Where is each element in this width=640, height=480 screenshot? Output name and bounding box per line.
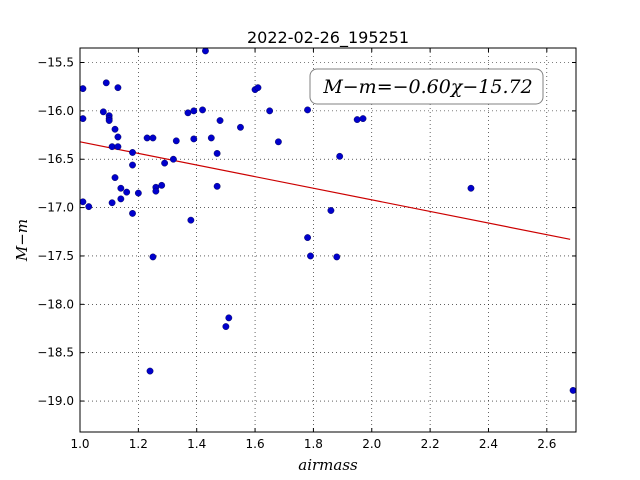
data-point bbox=[114, 133, 122, 141]
x-tick-label: 1.8 bbox=[304, 437, 323, 451]
fit-line bbox=[79, 141, 571, 240]
y-tick-label: −17.0 bbox=[37, 201, 74, 215]
data-point bbox=[79, 198, 87, 206]
x-tick-label: 2.2 bbox=[421, 437, 440, 451]
y-tick-label: −16.0 bbox=[37, 104, 74, 118]
data-point bbox=[114, 84, 122, 92]
data-point bbox=[336, 152, 344, 160]
data-point bbox=[108, 199, 116, 207]
x-tick-label: 1.4 bbox=[187, 437, 206, 451]
data-point bbox=[225, 314, 233, 322]
data-point bbox=[149, 134, 157, 142]
data-point bbox=[146, 367, 154, 375]
data-point bbox=[199, 106, 206, 114]
data-point bbox=[172, 137, 180, 145]
data-point bbox=[333, 253, 341, 261]
x-axis-label: airmass bbox=[298, 456, 358, 474]
data-point bbox=[353, 116, 361, 123]
data-point bbox=[161, 159, 169, 167]
data-point bbox=[327, 207, 335, 214]
data-point bbox=[207, 134, 215, 142]
x-tick-label: 2.4 bbox=[479, 437, 498, 451]
data-point bbox=[111, 125, 119, 133]
data-point bbox=[143, 134, 151, 142]
data-point bbox=[467, 184, 475, 192]
data-point bbox=[129, 149, 136, 156]
chart-title: 2022-02-26_195251 bbox=[247, 28, 409, 48]
data-point bbox=[123, 188, 131, 196]
x-tick-label: 2.0 bbox=[362, 437, 381, 451]
data-point bbox=[237, 123, 244, 131]
data-point bbox=[266, 107, 274, 115]
data-points bbox=[79, 47, 577, 394]
axis-ticks bbox=[79, 48, 576, 432]
data-point bbox=[359, 115, 367, 123]
x-tick-label: 1.2 bbox=[129, 437, 148, 451]
data-point bbox=[105, 117, 113, 124]
data-point bbox=[304, 106, 311, 114]
data-point bbox=[158, 181, 166, 189]
data-point bbox=[79, 115, 87, 123]
y-axis-label: M−m bbox=[13, 219, 31, 262]
data-point bbox=[111, 174, 119, 182]
data-point bbox=[134, 189, 142, 197]
data-point bbox=[307, 252, 314, 260]
y-tick-label: −15.5 bbox=[37, 56, 74, 70]
y-tick-label: −17.5 bbox=[37, 249, 74, 263]
data-point bbox=[213, 182, 221, 190]
data-point bbox=[152, 187, 160, 195]
data-point bbox=[213, 150, 221, 157]
data-point bbox=[254, 84, 262, 92]
data-point bbox=[108, 143, 116, 151]
y-tick-labels: −15.5 −16.0 −16.5 −17.0 −17.5 −18.0 −18.5 −19.0 bbox=[37, 56, 74, 409]
data-point bbox=[129, 161, 136, 169]
data-point bbox=[114, 143, 122, 151]
data-point bbox=[79, 85, 87, 93]
fit-line-group bbox=[79, 141, 571, 240]
annotation-text: M−m=−0.60χ−15.72 bbox=[322, 76, 532, 98]
data-point bbox=[216, 117, 224, 124]
y-tick-label: −18.0 bbox=[37, 297, 74, 311]
y-tick-label: −19.0 bbox=[37, 394, 74, 408]
data-point bbox=[274, 138, 282, 146]
data-point bbox=[169, 155, 177, 163]
data-point bbox=[190, 107, 198, 115]
data-point bbox=[187, 216, 195, 224]
data-point bbox=[117, 184, 125, 192]
data-point bbox=[129, 210, 136, 217]
plot-area-frame bbox=[79, 47, 577, 433]
data-point bbox=[190, 135, 198, 143]
x-tick-label: 1.0 bbox=[70, 437, 89, 451]
data-point bbox=[85, 203, 93, 211]
data-point bbox=[202, 47, 209, 55]
data-point bbox=[102, 79, 110, 87]
data-point bbox=[222, 323, 230, 330]
data-point bbox=[304, 234, 311, 241]
data-point bbox=[117, 195, 125, 203]
data-point bbox=[99, 108, 107, 116]
x-tick-labels: 1.0 1.2 1.4 1.6 1.8 2.0 2.2 2.4 2.6 bbox=[70, 437, 556, 451]
data-point bbox=[569, 387, 577, 394]
y-tick-label: −18.5 bbox=[37, 346, 74, 360]
x-tick-label: 2.6 bbox=[537, 437, 556, 451]
data-point bbox=[184, 109, 192, 117]
annotation-box bbox=[309, 68, 544, 105]
fit-equation-annotation: M−m=−0.60χ−15.72 bbox=[309, 68, 544, 105]
y-tick-label: −16.5 bbox=[37, 152, 74, 166]
data-point bbox=[149, 253, 157, 261]
x-tick-label: 1.6 bbox=[246, 437, 265, 451]
